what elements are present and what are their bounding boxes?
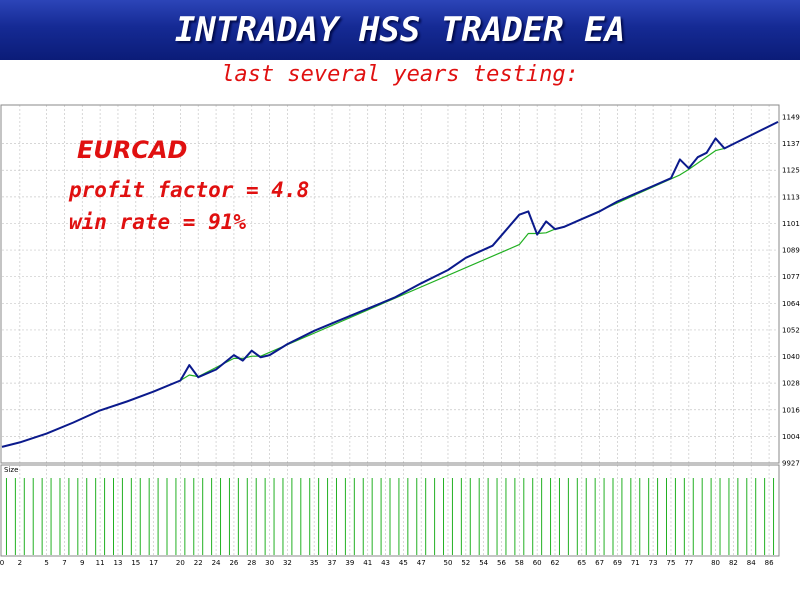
- y-tick-label: 10770: [782, 273, 800, 281]
- x-tick-label: 50: [444, 559, 453, 567]
- main-plot-grid: [2, 105, 778, 463]
- x-tick-label: 22: [194, 559, 203, 567]
- page-subtitle: last several years testing:: [221, 62, 579, 87]
- x-tick-label: 77: [684, 559, 693, 567]
- y-tick-label: 10409: [782, 353, 800, 361]
- main-plot-frame: [0, 104, 780, 464]
- x-tick-label: 84: [747, 559, 756, 567]
- x-tick-label: 39: [345, 559, 354, 567]
- x-tick-label: 37: [328, 559, 337, 567]
- x-tick-label: 71: [631, 559, 640, 567]
- x-tick-label: 73: [649, 559, 658, 567]
- x-tick-label: 43: [381, 559, 390, 567]
- page-title: INTRADAY HSS TRADER EA: [174, 10, 626, 50]
- win-rate-annotation: win rate = 91%: [69, 210, 247, 234]
- x-tick-label: 65: [577, 559, 586, 567]
- x-tick-label: 69: [613, 559, 622, 567]
- x-tick-label: 45: [399, 559, 408, 567]
- header-banner: [0, 0, 800, 60]
- x-tick-label: 58: [515, 559, 524, 567]
- x-tick-label: 32: [283, 559, 292, 567]
- y-tick-label: 10048: [782, 433, 800, 441]
- y-tick-label: 10649: [782, 300, 800, 308]
- x-tick-label: 2: [18, 559, 22, 567]
- x-tick-label: 67: [595, 559, 604, 567]
- y-tick-label: 11010: [782, 220, 800, 228]
- profit-factor-annotation: profit factor = 4.8: [69, 178, 310, 202]
- y-tick-label: 11492: [782, 114, 800, 122]
- x-tick-label: 24: [212, 559, 221, 567]
- x-tick-label: 56: [497, 559, 506, 567]
- y-tick-label: 10168: [782, 406, 800, 414]
- x-axis-ticks: 0 2 5 7 9 11 13 15 17 20 22 24 26 28 30 32 35 37 39 41 43 45 4…: [0, 559, 774, 567]
- volume-panel-label: Size: [4, 466, 18, 474]
- x-tick-label: 86: [765, 559, 774, 567]
- x-tick-label: 7: [62, 559, 66, 567]
- y-tick-label: 11372: [782, 140, 800, 148]
- x-tick-label: 9: [80, 559, 84, 567]
- x-tick-label: 0: [0, 559, 4, 567]
- x-tick-label: 30: [265, 559, 274, 567]
- x-tick-label: 17: [149, 559, 158, 567]
- x-tick-label: 35: [310, 559, 319, 567]
- x-tick-label: 11: [96, 559, 105, 567]
- x-tick-label: 15: [131, 559, 140, 567]
- x-tick-label: 26: [229, 559, 238, 567]
- x-tick-label: 80: [711, 559, 720, 567]
- y-tick-label: 9927: [782, 460, 800, 468]
- x-tick-label: 82: [729, 559, 738, 567]
- x-tick-label: 5: [44, 559, 48, 567]
- y-tick-label: 10288: [782, 380, 800, 388]
- x-tick-label: 28: [247, 559, 256, 567]
- x-tick-label: 62: [551, 559, 560, 567]
- x-tick-label: 54: [479, 559, 488, 567]
- y-tick-label: 10890: [782, 247, 800, 255]
- x-tick-label: 60: [533, 559, 542, 567]
- y-tick-label: 10529: [782, 326, 800, 334]
- x-tick-label: 52: [461, 559, 470, 567]
- volume-panel-grid: [19, 465, 770, 556]
- volume-panel-frame: [0, 464, 780, 557]
- x-tick-label: 41: [363, 559, 372, 567]
- x-tick-label: 20: [176, 559, 185, 567]
- x-tick-label: 47: [417, 559, 426, 567]
- x-tick-label: 75: [667, 559, 676, 567]
- balance-line: [1, 121, 779, 448]
- symbol-annotation: EURCAD: [77, 136, 188, 164]
- volume-bars: [5, 478, 775, 555]
- x-tick-label: 13: [113, 559, 122, 567]
- series-layer: [1, 121, 779, 448]
